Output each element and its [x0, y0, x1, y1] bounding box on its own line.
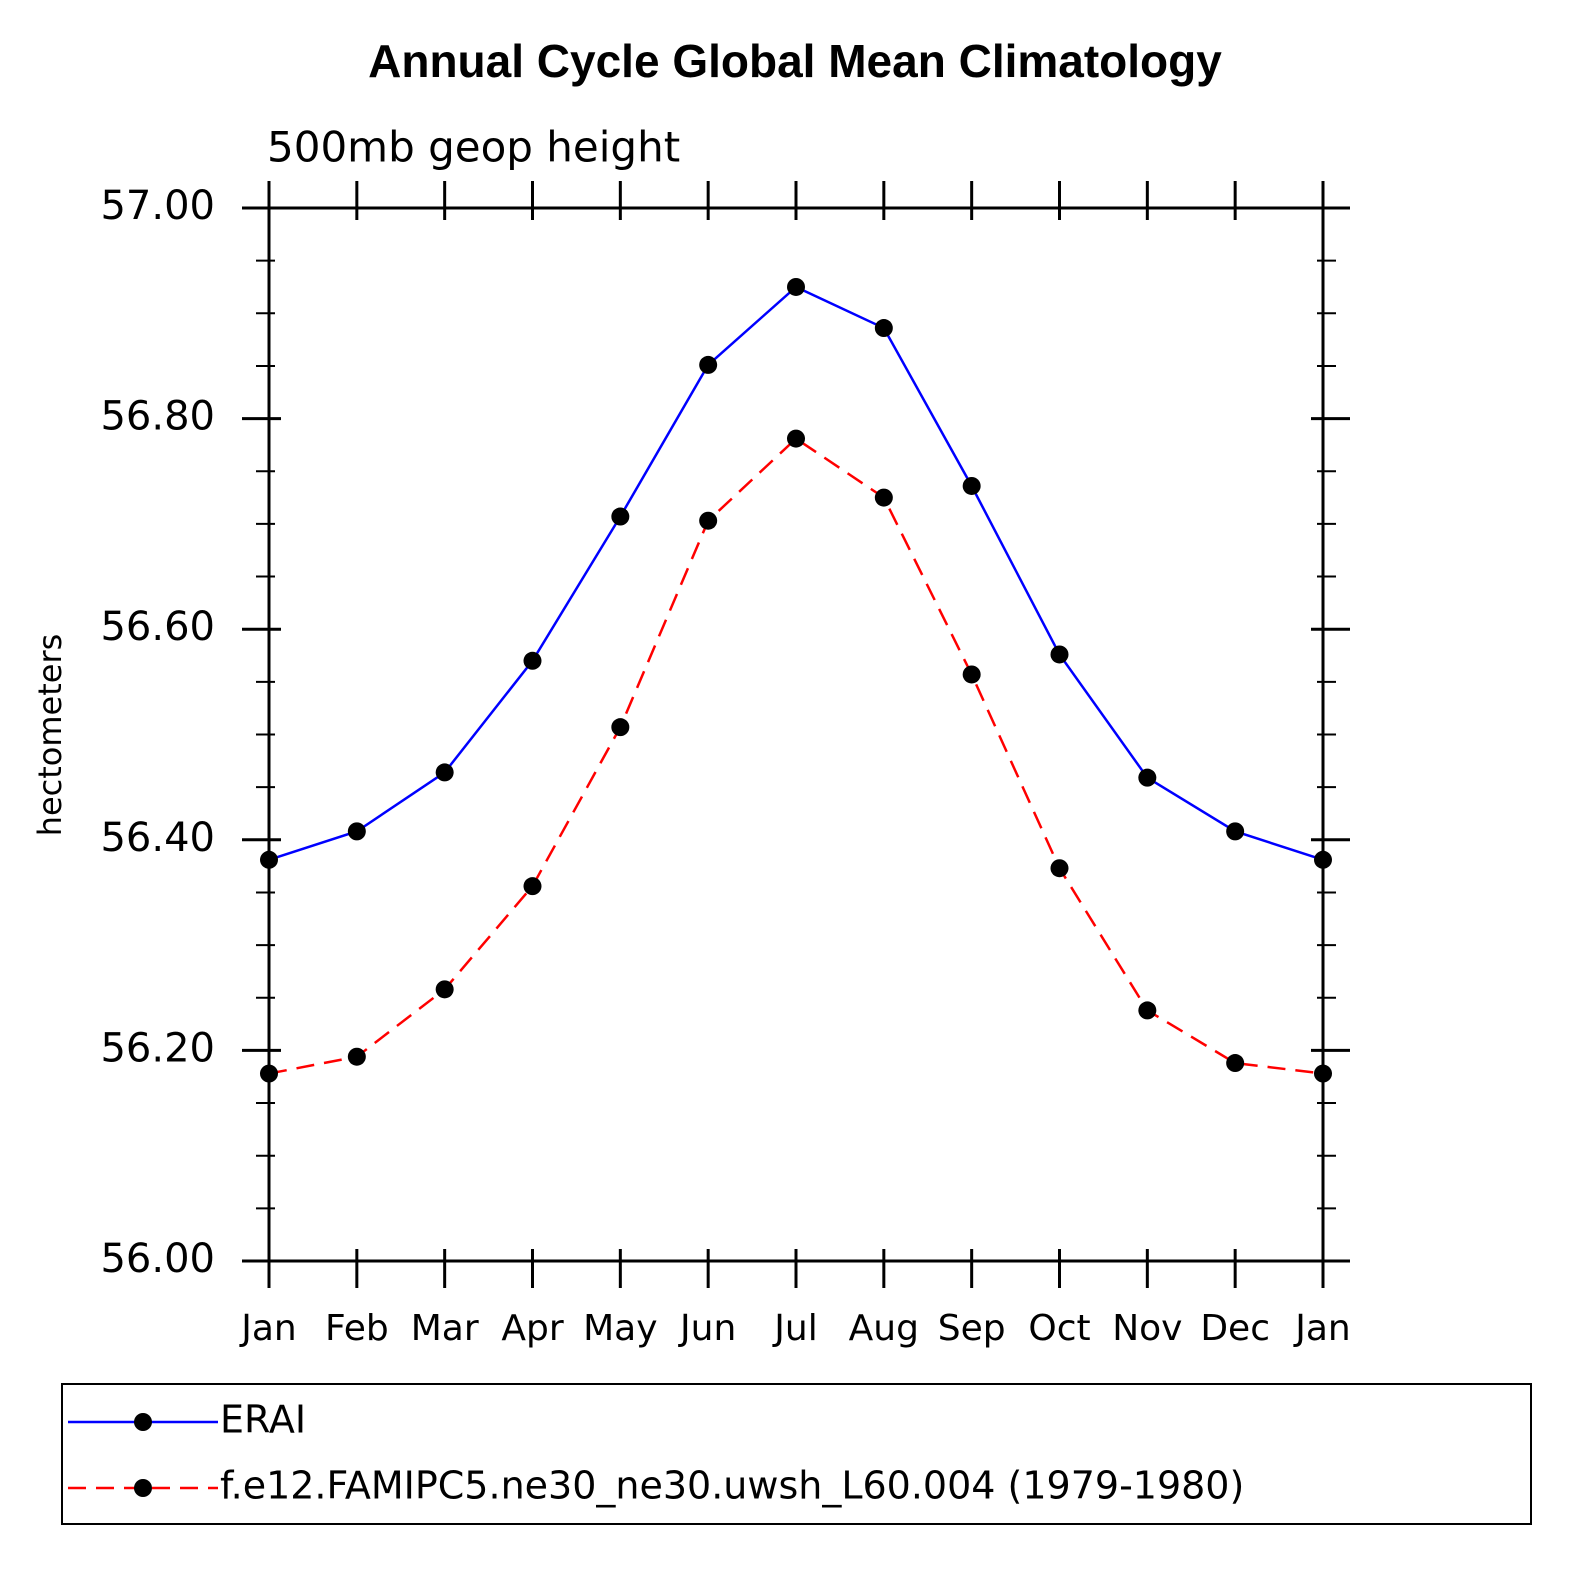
x-tick-label: Sep — [938, 1308, 1006, 1349]
data-point — [787, 429, 805, 448]
y-tick-label: 57.00 — [100, 183, 215, 229]
data-point — [874, 319, 893, 338]
data-point — [435, 980, 454, 999]
chart-subtitle: 500mb geop height — [267, 123, 680, 172]
data-point — [1138, 768, 1157, 787]
data-point — [611, 507, 630, 526]
x-tick-label: Mar — [411, 1308, 479, 1349]
x-tick-label: Oct — [1028, 1308, 1090, 1349]
plot-frame — [267, 206, 1325, 1263]
data-point — [523, 877, 542, 896]
data-point — [1226, 1054, 1245, 1073]
data-point — [874, 488, 893, 507]
data-point — [260, 850, 278, 869]
y-tick-label: 56.00 — [100, 1236, 215, 1282]
data-point — [347, 1047, 366, 1066]
data-point — [523, 651, 542, 670]
data-point — [787, 277, 805, 296]
legend-label: f.e12.FAMIPC5.ne30_ne30.uwsh_L60.004 (19… — [220, 1464, 1244, 1508]
data-point — [1314, 1064, 1332, 1083]
y-axis-label: hectometers — [31, 634, 69, 837]
data-point — [347, 822, 366, 841]
data-point — [962, 665, 981, 684]
data-point — [435, 763, 454, 782]
x-tick-label: Apr — [501, 1308, 563, 1349]
x-tick-label: Aug — [849, 1308, 919, 1349]
x-tick-label: Dec — [1200, 1308, 1270, 1349]
x-tick-label: Nov — [1112, 1308, 1182, 1349]
x-tick-label: May — [583, 1308, 657, 1349]
x-tick-label: Jun — [678, 1308, 736, 1349]
x-tick-label: Feb — [325, 1308, 389, 1349]
x-tick-label: Jul — [772, 1308, 817, 1349]
data-point — [699, 511, 718, 530]
legend-marker — [134, 1479, 152, 1497]
data-point — [1314, 850, 1332, 869]
data-point — [1050, 645, 1069, 664]
x-tick-label: Jan — [239, 1308, 297, 1349]
legend-label: ERAI — [220, 1398, 306, 1442]
legend-marker — [134, 1413, 152, 1431]
chart-title: Annual Cycle Global Mean Climatology — [368, 35, 1222, 87]
data-point — [1226, 822, 1245, 841]
y-tick-label: 56.60 — [100, 604, 215, 650]
data-point — [699, 355, 718, 374]
data-point — [962, 476, 981, 495]
series-line — [268, 437, 1324, 1075]
legend-box — [61, 1383, 1532, 1525]
y-tick-label: 56.80 — [100, 394, 215, 440]
y-tick-label: 56.40 — [100, 815, 215, 861]
data-point — [1138, 1001, 1157, 1020]
series-line — [268, 285, 1324, 861]
data-point — [260, 1064, 278, 1083]
x-tick-label: Jan — [1293, 1308, 1351, 1349]
data-point — [1050, 859, 1069, 878]
data-point — [611, 718, 630, 737]
y-tick-label: 56.20 — [100, 1025, 215, 1071]
